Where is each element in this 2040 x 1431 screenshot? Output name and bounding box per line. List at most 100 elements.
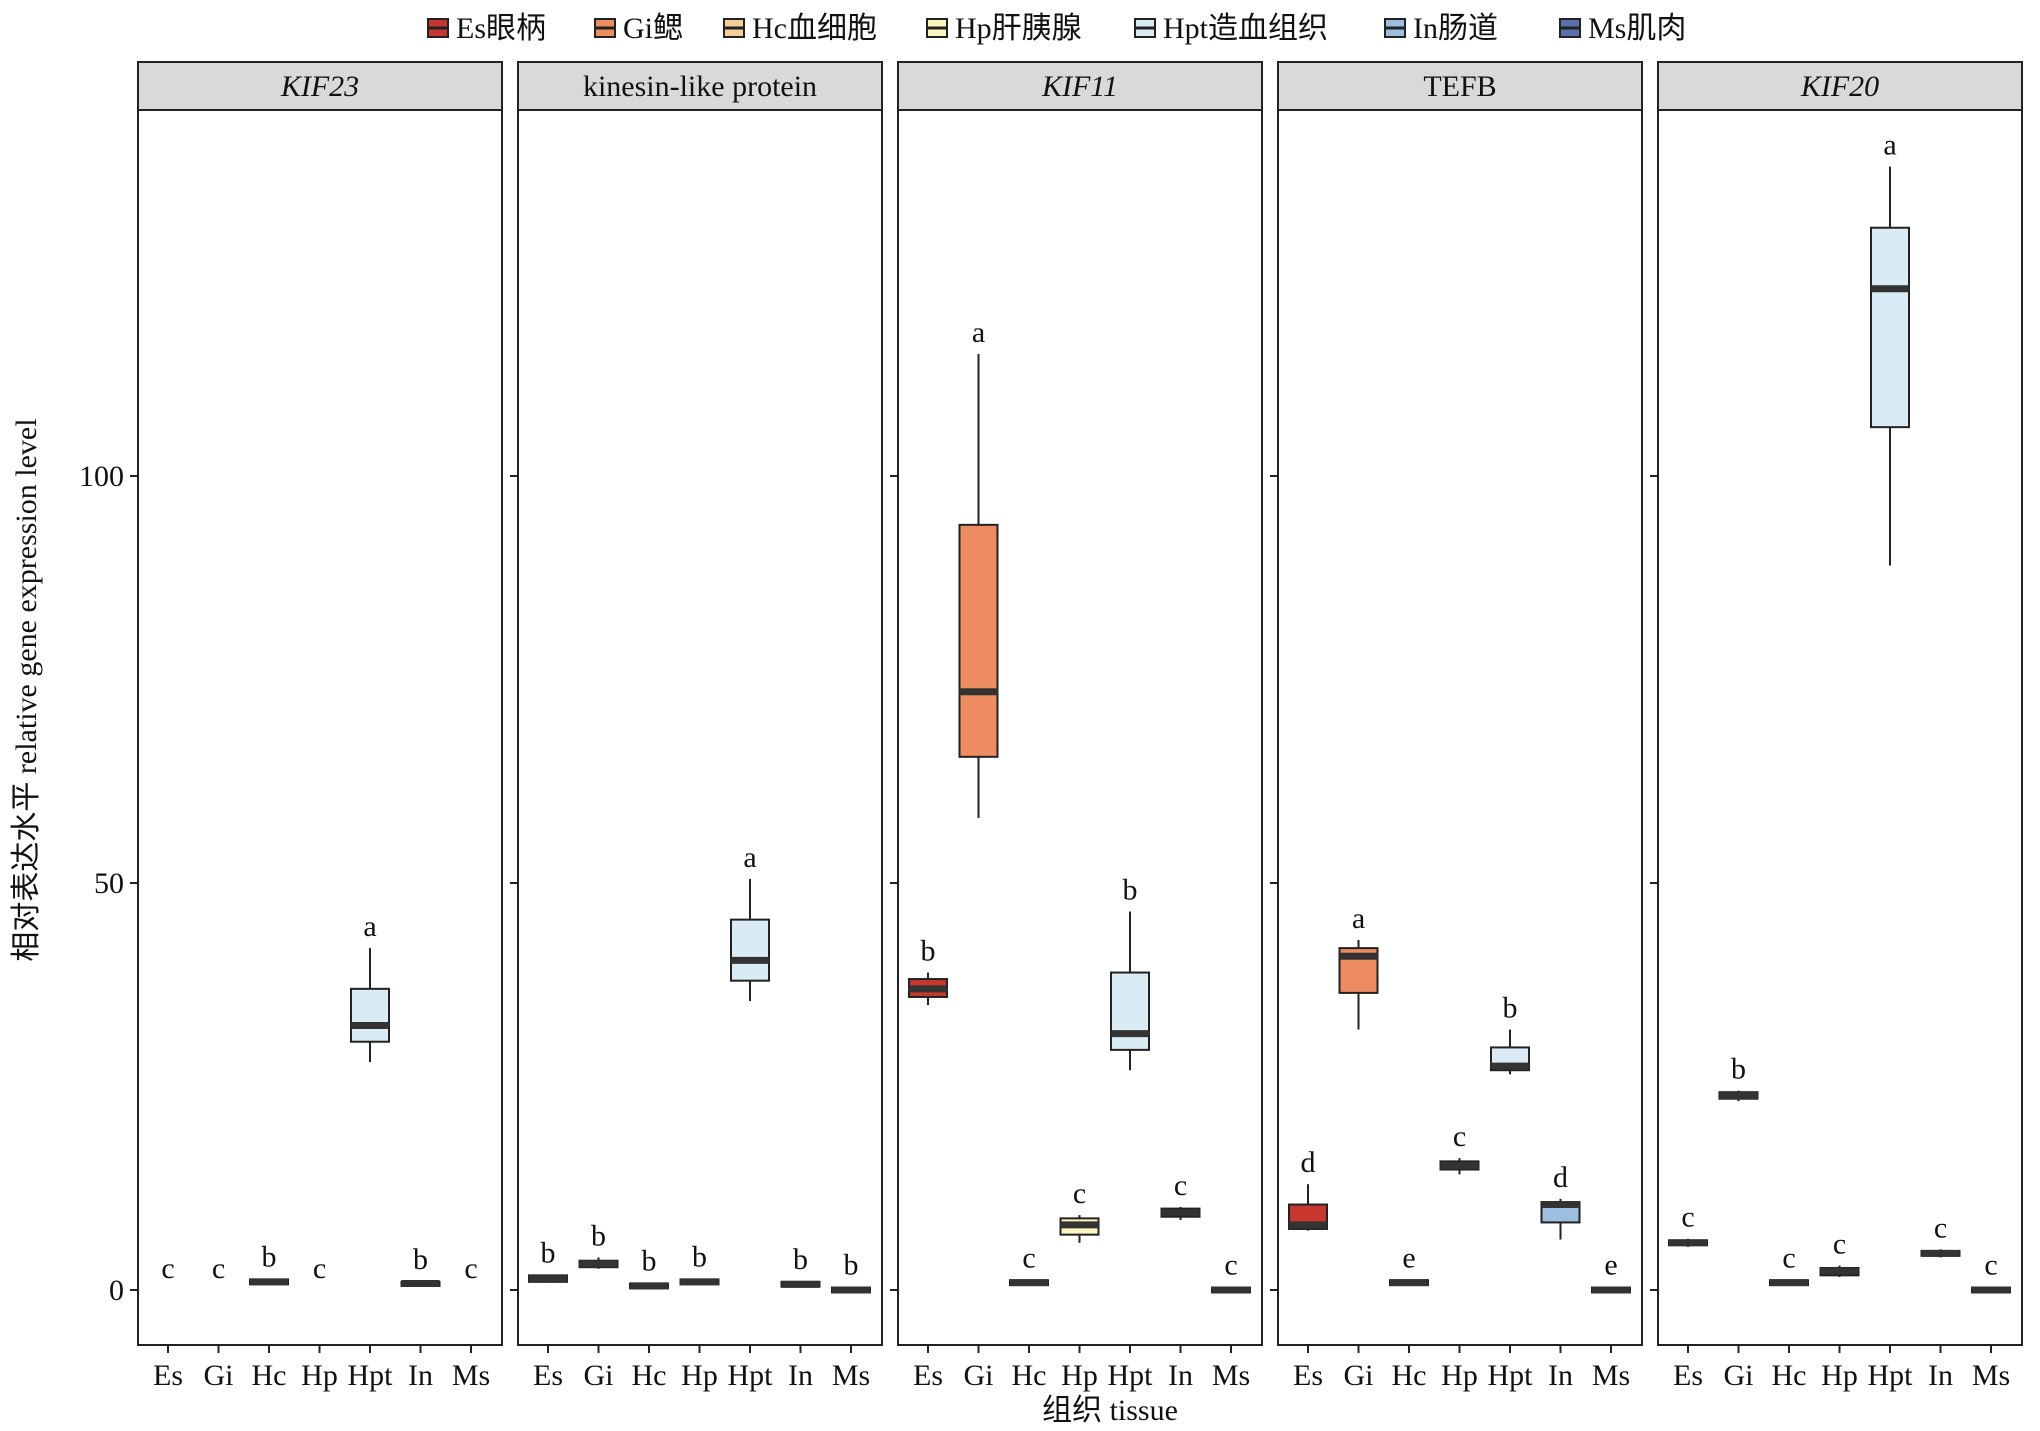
y-axis-label: 相对表达水平 relative gene expression level [10,418,43,961]
box-es: b [908,935,948,1006]
box-iqr [730,918,770,982]
y-tick-label: 100 [79,460,124,493]
significance-letter: a [1883,129,1896,162]
box-iqr [1870,226,1910,429]
box-hpt: b [1110,873,1150,1071]
x-tick-label: Ms [1212,1359,1250,1392]
y-tick-label: 0 [109,1274,124,1307]
significance-letter: c [1934,1211,1947,1244]
significance-letter: d [1301,1146,1316,1179]
legend-label: Hpt造血组织 [1163,12,1328,45]
x-tick-label: In [788,1359,813,1392]
y-tick-label: 50 [94,867,124,900]
box-ms: c [1971,1249,2011,1294]
panel-kif23: KIF23 0 50 100 Es Gi Hc Hp Hpt In Ms c c b c a b c [79,61,503,1392]
significance-letter: b [642,1245,657,1278]
significance-letter: c [1453,1120,1466,1153]
panel-frame [517,109,883,1346]
significance-letter: b [1503,992,1518,1025]
x-tick-label: Ms [1972,1359,2010,1392]
significance-letter: b [1123,873,1138,906]
box-hc: b [629,1245,669,1290]
x-tick-label: Gi [1724,1359,1754,1392]
panel-frame [137,109,503,1346]
legend-entry: Es眼柄 [427,12,546,45]
significance-letter: c [1174,1169,1187,1202]
significance-letter: a [743,841,756,874]
box-hp: c [1059,1177,1100,1243]
x-tick-label: Es [153,1359,183,1392]
x-tick-label: In [1928,1359,1953,1392]
panel-kinesin-like-protein: kinesin-like protein Es Gi Hc Hp Hpt In Ms b b b b a… [510,61,883,1392]
box-ms: c [464,1252,477,1285]
x-tick-label: Ms [1592,1359,1630,1392]
significance-letter: e [1604,1249,1617,1282]
legend-label: Hc血细胞 [752,12,877,45]
x-tick-label: Gi [964,1359,994,1392]
legend-entry: Hc血细胞 [723,12,877,45]
x-tick-label: Es [1293,1359,1323,1392]
significance-letter: b [692,1241,707,1274]
x-tick-label: Hp [1821,1359,1858,1392]
legend-entry: In肠道 [1384,12,1498,45]
box-hp: c [1439,1120,1480,1175]
box-hp: c [313,1252,326,1285]
significance-letter: a [363,910,376,943]
box-hc: c [1009,1241,1049,1287]
x-tick-label: Hpt [1108,1359,1154,1392]
panel-title: kinesin-like protein [583,70,817,103]
legend-entry: Ms肌肉 [1559,12,1686,45]
box-es: c [161,1252,174,1285]
x-tick-label: Es [1673,1359,1703,1392]
box-in: b [780,1243,821,1288]
significance-letter: b [541,1237,556,1270]
significance-letter: c [1022,1241,1035,1274]
box-gi: a [1338,902,1379,1030]
box-es: c [1668,1201,1708,1247]
legend: Es眼柄 Gi鳃 Hc血细胞 Hp肝胰腺 Hpt造血组织 In肠道 Ms肌肉 [427,12,1686,45]
significance-letter: d [1553,1161,1568,1194]
panel-kif20: KIF20 Es Gi Hc Hp Hpt In Ms c b c c a c c [1650,61,2023,1392]
significance-letter: b [793,1243,808,1276]
x-tick-label: Es [913,1359,943,1392]
x-tick-label: Hc [632,1359,667,1392]
significance-letter: b [591,1219,606,1252]
legend-entry: Gi鳃 [594,12,683,45]
panel-frame [897,109,1263,1346]
box-hc: c [1769,1241,1809,1287]
box-iqr [350,987,390,1043]
significance-letter: a [972,316,985,349]
box-hc: b [249,1241,289,1286]
significance-letter: b [413,1243,428,1276]
x-tick-label: Hpt [348,1359,394,1392]
panel-strip [1657,61,2023,111]
x-tick-label: Hp [1441,1359,1478,1392]
panel-frame [1657,109,2023,1346]
box-ms: e [1591,1249,1631,1294]
significance-letter: c [313,1252,326,1285]
box-hp: b [679,1241,720,1286]
box-es: b [528,1237,568,1283]
box-hpt: a [350,910,390,1063]
x-tick-label: Hpt [1868,1359,1914,1392]
facet-panels: KIF23 0 50 100 Es Gi Hc Hp Hpt In Ms c c b c a b c kinesin… [79,61,2023,1392]
panel-frame [1277,109,1643,1346]
box-ms: b [831,1249,871,1294]
box-in: c [1160,1169,1201,1220]
significance-letter: c [1224,1249,1237,1282]
significance-letter: c [1073,1177,1086,1210]
panel-strip [137,61,503,111]
legend-label: Es眼柄 [456,12,546,45]
box-in: d [1540,1161,1581,1240]
panel-title: KIF11 [1041,70,1118,103]
box-hpt: a [1870,129,1910,566]
x-tick-label: In [408,1359,433,1392]
significance-letter: c [1833,1228,1846,1261]
significance-letter: c [1681,1201,1694,1234]
x-tick-label: Hp [681,1359,718,1392]
box-hpt: a [730,841,770,1002]
x-tick-label: Gi [584,1359,614,1392]
significance-letter: b [262,1241,277,1274]
panel-strip [517,61,883,111]
x-tick-label: Hc [1772,1359,1807,1392]
